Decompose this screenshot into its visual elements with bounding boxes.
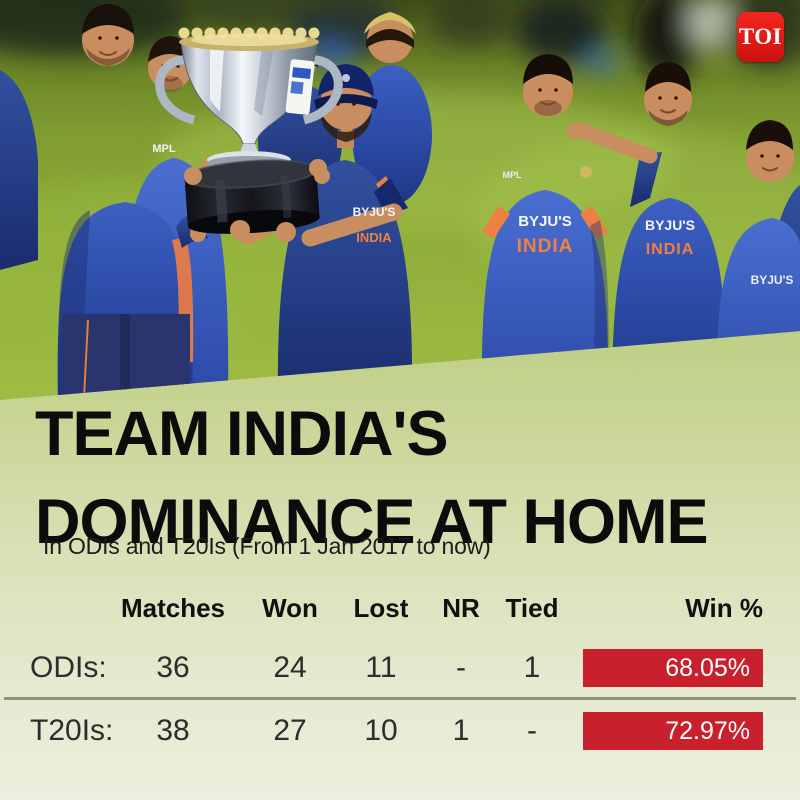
trophy — [155, 27, 343, 242]
row-label: ODIs: — [30, 651, 107, 684]
row-label: T20Is: — [30, 714, 114, 747]
cell-lost: 11 — [365, 651, 397, 684]
trophy-right-handle — [302, 55, 343, 125]
header-matches: Matches — [120, 592, 226, 623]
row-divider — [4, 697, 796, 700]
jersey-sponsor-text: BYJU'S — [353, 205, 396, 219]
player-avesh — [57, 4, 219, 400]
win-pct-badge: 72.97% — [583, 712, 763, 750]
holding-hands — [184, 159, 330, 242]
table-header-row: Matches Won Lost NR Tied Win % — [20, 588, 765, 628]
table-row-t20is: T20Is: 38 27 10 1 - 72.97% — [20, 708, 765, 754]
table-row-odis: ODIs: 36 24 11 - 1 68.05% — [20, 645, 765, 691]
team-photo-illustration: MPL — [0, 0, 800, 400]
left-edge-player — [0, 70, 38, 270]
jersey-mpl-text: MPL — [503, 170, 523, 180]
cell-matches: 38 — [156, 714, 190, 747]
cell-tied: 1 — [523, 651, 541, 684]
trophy-sponsor-sticker — [285, 59, 315, 115]
title-line-2: DOMINANCE AT HOME — [35, 487, 708, 557]
header-won: Won — [262, 592, 318, 623]
page-title: TEAM INDIA'S DOMINANCE AT HOME — [35, 399, 708, 557]
player-surya: MPL BYJU'S INDIA — [481, 54, 609, 400]
header-lost: Lost — [353, 592, 409, 623]
cell-won: 24 — [273, 651, 307, 684]
jersey-sponsor-text: BYJU'S — [645, 217, 695, 233]
cell-tied: - — [527, 714, 537, 747]
header-nr: NR — [442, 592, 480, 623]
toi-logo: TOI — [737, 12, 784, 62]
jersey-sponsor-text: BYJU'S — [751, 273, 794, 287]
cell-lost: 10 — [364, 714, 398, 747]
cell-nr: - — [456, 651, 466, 684]
toi-logo-text: TOI — [738, 24, 783, 49]
jersey-country-text: INDIA — [356, 230, 392, 245]
jersey-mpl-text: MPL — [152, 143, 176, 155]
jersey-country-text: INDIA — [646, 241, 695, 258]
header-tied: Tied — [505, 592, 559, 623]
subtitle: In ODIs and T20Is (From 1 Jan 2017 to no… — [43, 533, 491, 559]
cell-nr: 1 — [452, 714, 470, 747]
jersey-sponsor-text: BYJU'S — [518, 213, 572, 230]
jersey-country-text: INDIA — [517, 236, 574, 257]
trophy-left-handle — [155, 55, 196, 125]
trophy-black-base — [183, 159, 320, 234]
title-line-1: TEAM INDIA'S — [35, 399, 448, 469]
cell-matches: 36 — [156, 651, 190, 684]
cell-won: 27 — [273, 714, 307, 747]
team-photo: MPL — [0, 0, 800, 400]
win-pct-badge: 68.05% — [583, 649, 763, 687]
header-win-pct: Win % — [685, 592, 763, 623]
